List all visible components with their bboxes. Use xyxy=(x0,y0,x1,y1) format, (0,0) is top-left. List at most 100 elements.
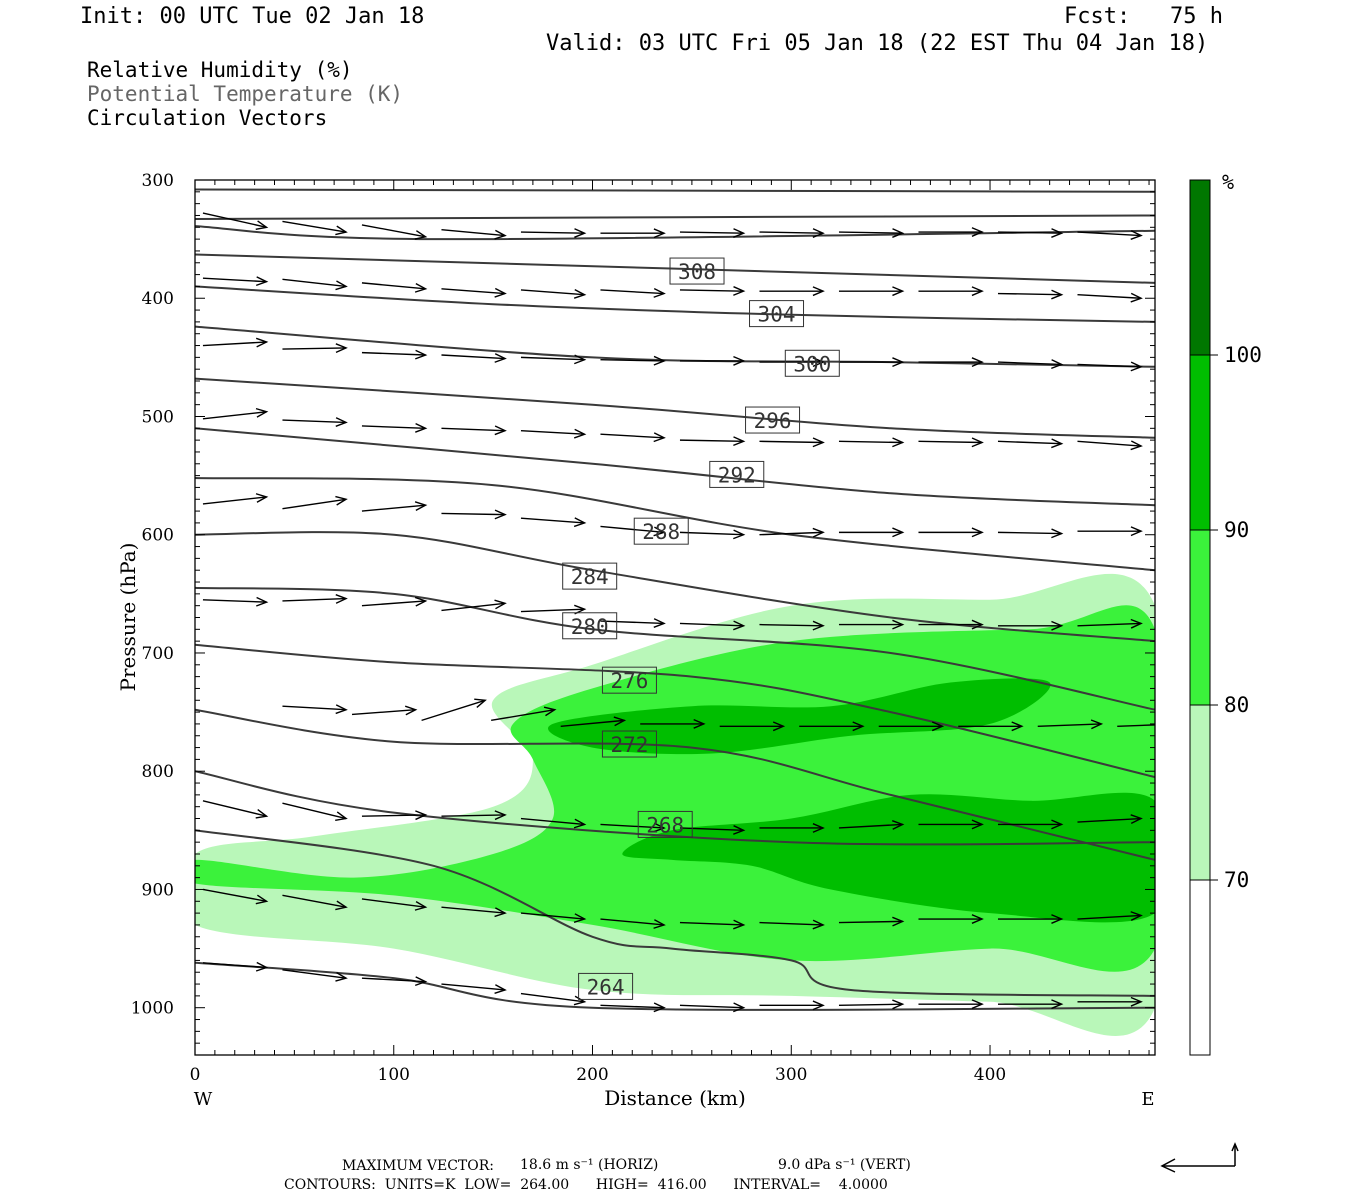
vector-arrow xyxy=(838,357,905,368)
vector-arrow xyxy=(361,810,428,821)
vector-arrow xyxy=(838,999,905,1010)
vector-arrow xyxy=(1117,724,1155,727)
x-end-label-east: E xyxy=(1141,1089,1154,1110)
vector-head xyxy=(1051,528,1064,539)
contour-label-text: 280 xyxy=(571,615,609,639)
vector-arrow xyxy=(759,437,825,448)
vector-arrow xyxy=(1077,292,1143,303)
vector-shaft xyxy=(441,983,506,991)
vector-arrow xyxy=(361,898,428,911)
reference-vector-arrowhead-left xyxy=(1160,1158,1176,1173)
vector-arrow xyxy=(202,596,269,607)
vector-head xyxy=(892,228,905,238)
vector-arrow xyxy=(520,289,587,299)
isentrope-292 xyxy=(195,427,1155,507)
vector-shaft xyxy=(679,289,744,292)
forecast-hour: Fcst: 75 h xyxy=(1064,4,1223,29)
vector-arrow xyxy=(282,969,348,982)
vector-shaft xyxy=(838,823,903,829)
isentrope-310 xyxy=(195,214,1155,220)
colorbar-level-label: 100 xyxy=(1224,343,1262,367)
vector-head xyxy=(772,721,786,732)
vector-arrow xyxy=(600,618,666,628)
vector-arrow xyxy=(719,721,786,732)
vector-head xyxy=(573,517,587,528)
vector-shaft xyxy=(1117,724,1155,727)
vector-arrow xyxy=(202,800,269,819)
vector-shaft xyxy=(202,800,267,817)
vector-head xyxy=(494,984,507,994)
vector-head xyxy=(573,913,587,924)
y-tick-label: 600 xyxy=(142,526,174,546)
vector-shaft xyxy=(441,354,506,360)
vector-head xyxy=(494,287,507,298)
vector-shaft xyxy=(282,705,347,711)
vector-arrow xyxy=(282,220,348,236)
vector-arrow xyxy=(1077,911,1143,921)
vector-shaft xyxy=(282,347,347,350)
colorbar-segment xyxy=(1190,180,1210,355)
vector-head xyxy=(255,407,269,418)
max-vector-label: MAXIMUM VECTOR: xyxy=(342,1158,494,1174)
vector-head xyxy=(812,527,825,538)
vector-shaft xyxy=(679,439,744,443)
vector-shaft xyxy=(351,709,416,716)
vector-head xyxy=(335,417,348,427)
vector-head xyxy=(971,619,984,630)
vector-shaft xyxy=(997,361,1062,366)
contour-label-box xyxy=(562,612,618,640)
y-tick-label: 900 xyxy=(142,880,174,900)
colorbar-segment xyxy=(1190,705,1210,880)
contour-label-284: 284 xyxy=(562,562,618,590)
contour-label-296: 296 xyxy=(745,406,801,434)
vector-arrow xyxy=(202,337,269,348)
vector-arrow xyxy=(282,704,348,715)
vector-shaft xyxy=(600,525,665,534)
vector-arrow xyxy=(520,912,587,924)
vector-head xyxy=(892,357,905,368)
vector-arrow xyxy=(759,919,825,930)
vector-shaft xyxy=(997,292,1062,296)
vector-arrow xyxy=(282,894,348,911)
vector-shaft xyxy=(202,888,267,902)
vector-shaft xyxy=(520,912,585,920)
vector-shaft xyxy=(202,212,267,228)
vector-arrow xyxy=(838,437,905,448)
vector-shaft xyxy=(520,992,585,1003)
contour-label-276: 276 xyxy=(601,666,657,694)
vector-head xyxy=(494,425,507,436)
vector-shaft xyxy=(361,814,426,817)
vector-head xyxy=(733,1002,746,1013)
vector-shaft xyxy=(282,278,347,288)
vector-arrow xyxy=(1077,440,1143,451)
vector-head xyxy=(812,286,825,297)
vector-head xyxy=(892,437,905,448)
contour-label-box xyxy=(601,666,657,694)
vector-shaft xyxy=(679,231,744,234)
vector-arrow xyxy=(560,716,627,727)
vector-head xyxy=(415,349,428,360)
vector-arrow xyxy=(1077,230,1143,240)
vector-arrow xyxy=(282,495,348,510)
vector-head xyxy=(255,220,269,230)
vector-head xyxy=(653,618,666,628)
vector-arrow xyxy=(679,286,746,296)
vector-arrow xyxy=(600,228,666,239)
vector-head xyxy=(415,423,428,433)
vector-arrow xyxy=(520,517,587,528)
vector-head xyxy=(494,229,507,240)
vector-head xyxy=(494,599,507,610)
vector-arrow xyxy=(361,501,428,512)
contour-label-292: 292 xyxy=(709,460,765,488)
vector-head xyxy=(414,596,428,607)
vector-shaft xyxy=(759,531,824,536)
vector-arrow xyxy=(918,819,984,830)
vector-arrow xyxy=(520,428,587,439)
vector-head xyxy=(812,357,825,368)
vector-shaft xyxy=(759,623,824,627)
vector-head xyxy=(653,919,666,929)
vector-arrow xyxy=(361,976,428,987)
contour-label-box xyxy=(637,810,693,838)
vector-head xyxy=(1130,911,1143,921)
vector-head xyxy=(1130,526,1143,537)
